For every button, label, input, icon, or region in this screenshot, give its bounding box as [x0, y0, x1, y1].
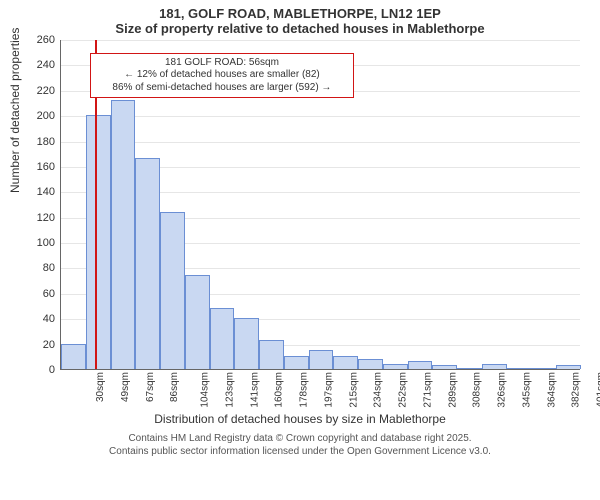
y-tick-label: 220	[25, 85, 55, 97]
bar	[556, 365, 581, 369]
bar	[531, 368, 556, 369]
bar	[309, 350, 334, 369]
y-tick-label: 200	[25, 110, 55, 122]
annotation-line-3: 86% of semi-detached houses are larger (…	[97, 82, 347, 95]
annotation-line-1: 181 GOLF ROAD: 56sqm	[97, 57, 347, 70]
x-tick-label: 326sqm	[497, 372, 508, 408]
bar	[333, 356, 358, 369]
bar	[383, 364, 408, 369]
y-tick-label: 180	[25, 136, 55, 148]
bar	[507, 368, 532, 369]
bar	[86, 115, 111, 369]
bar	[61, 344, 86, 369]
y-tick-label: 120	[25, 212, 55, 224]
x-tick-label: 160sqm	[274, 372, 285, 408]
bar	[259, 340, 284, 369]
y-tick-label: 60	[25, 288, 55, 300]
annotation-line-2: ← 12% of detached houses are smaller (82…	[97, 69, 347, 82]
x-tick-label: 104sqm	[200, 372, 211, 408]
footer: Contains HM Land Registry data © Crown c…	[0, 432, 600, 458]
x-tick-label: 30sqm	[95, 372, 106, 402]
bar	[482, 364, 507, 369]
x-tick-label: 234sqm	[373, 372, 384, 408]
x-tick-label: 252sqm	[398, 372, 409, 408]
x-tick-label: 289sqm	[447, 372, 458, 408]
title-line-2: Size of property relative to detached ho…	[0, 21, 600, 40]
x-axis-label: Distribution of detached houses by size …	[0, 412, 600, 426]
x-tick-label: 215sqm	[348, 372, 359, 408]
x-tick-label: 345sqm	[522, 372, 533, 408]
bar	[135, 158, 160, 369]
y-tick-label: 80	[25, 262, 55, 274]
x-tick-label: 86sqm	[169, 372, 180, 402]
x-tick-label: 401sqm	[596, 372, 600, 408]
bar	[408, 361, 433, 369]
x-tick-label: 271sqm	[422, 372, 433, 408]
x-tick-label: 197sqm	[323, 372, 334, 408]
title-line-1: 181, GOLF ROAD, MABLETHORPE, LN12 1EP	[0, 0, 600, 21]
y-tick-label: 140	[25, 186, 55, 198]
y-tick-label: 0	[25, 364, 55, 376]
y-tick-label: 240	[25, 59, 55, 71]
bar	[432, 365, 457, 369]
annotation-box: 181 GOLF ROAD: 56sqm ← 12% of detached h…	[90, 53, 354, 99]
x-tick-label: 364sqm	[546, 372, 557, 408]
bar	[111, 100, 136, 369]
y-tick-label: 260	[25, 34, 55, 46]
x-tick-label: 123sqm	[224, 372, 235, 408]
x-tick-label: 382sqm	[571, 372, 582, 408]
x-tick-label: 49sqm	[120, 372, 131, 402]
bar	[234, 318, 259, 369]
footer-line-2: Contains public sector information licen…	[0, 445, 600, 458]
x-tick-label: 308sqm	[472, 372, 483, 408]
x-tick-label: 178sqm	[299, 372, 310, 408]
x-tick-label: 141sqm	[249, 372, 260, 408]
bar	[284, 356, 309, 369]
bar	[160, 212, 185, 369]
bar	[210, 308, 235, 369]
y-tick-label: 100	[25, 237, 55, 249]
y-axis-label: Number of detached properties	[8, 28, 22, 193]
chart-area: 181 GOLF ROAD: 56sqm ← 12% of detached h…	[60, 40, 588, 410]
plot-area: 181 GOLF ROAD: 56sqm ← 12% of detached h…	[60, 40, 580, 370]
bar	[457, 368, 482, 369]
chart-container: 181, GOLF ROAD, MABLETHORPE, LN12 1EP Si…	[0, 0, 600, 500]
footer-line-1: Contains HM Land Registry data © Crown c…	[0, 432, 600, 445]
y-tick-label: 160	[25, 161, 55, 173]
x-tick-label: 67sqm	[145, 372, 156, 402]
bar	[358, 359, 383, 369]
bar	[185, 275, 210, 369]
y-tick-label: 40	[25, 313, 55, 325]
y-tick-label: 20	[25, 339, 55, 351]
